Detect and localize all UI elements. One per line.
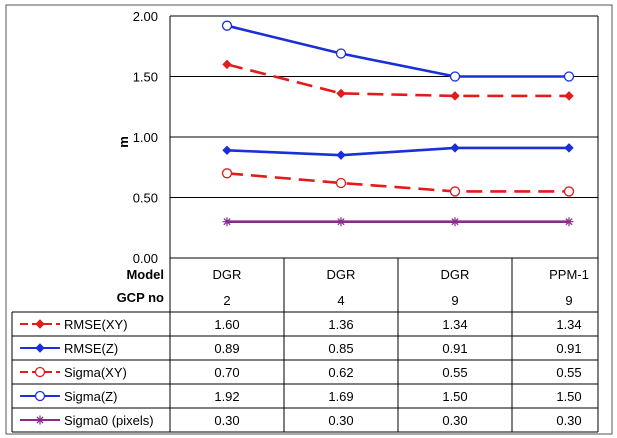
data-label: 0.30 xyxy=(328,413,353,428)
series-line xyxy=(226,63,569,98)
legend-key-marker xyxy=(35,415,45,425)
y-tick-label: 0.50 xyxy=(133,191,158,206)
data-label: 1.34 xyxy=(442,317,467,332)
data-point xyxy=(450,91,460,101)
data-point xyxy=(336,88,346,99)
y-tick-label: 1.50 xyxy=(133,70,158,85)
data-label: 0.55 xyxy=(556,365,581,380)
data-point xyxy=(449,186,461,197)
y-axis-label: m xyxy=(116,136,131,148)
data-point xyxy=(563,71,575,82)
legend-label: Sigma0 (pixels) xyxy=(64,413,154,428)
data-point xyxy=(564,143,574,153)
x-tick-label-model: DGR xyxy=(213,267,242,282)
data-label: 0.30 xyxy=(556,413,581,428)
legend-key-marker xyxy=(35,343,45,353)
data-label: 0.89 xyxy=(214,341,239,356)
x-tick-label-gcp: 4 xyxy=(337,293,344,308)
legend-key-marker xyxy=(34,366,46,378)
data-point xyxy=(221,20,233,31)
data-label: 1.69 xyxy=(328,389,353,404)
y-tick-label: 1.00 xyxy=(133,130,158,145)
data-point xyxy=(335,48,347,59)
data-label: 0.91 xyxy=(442,341,467,356)
data-label: 0.30 xyxy=(214,413,239,428)
x-tick-label-model: DGR xyxy=(441,267,470,282)
legend-label: Sigma(XY) xyxy=(64,365,127,380)
data-point xyxy=(564,91,574,101)
data-label: 1.60 xyxy=(214,317,239,332)
data-label: 0.62 xyxy=(328,365,353,380)
data-label: 1.92 xyxy=(214,389,239,404)
x-tick-label-model: PPM-1 xyxy=(549,267,589,282)
row-header-model: Model xyxy=(126,267,164,282)
data-point xyxy=(336,150,346,160)
series-line xyxy=(226,24,569,78)
data-point xyxy=(222,217,232,227)
x-tick-label-gcp: 2 xyxy=(223,293,230,308)
data-label: 1.50 xyxy=(556,389,581,404)
data-label: 0.30 xyxy=(442,413,467,428)
legend-label: Sigma(Z) xyxy=(64,389,117,404)
legend-key-marker xyxy=(34,390,46,402)
data-point xyxy=(221,168,233,179)
data-point xyxy=(563,186,575,197)
data-label: 0.70 xyxy=(214,365,239,380)
x-tick-label-gcp: 9 xyxy=(451,293,458,308)
row-header-gcp: GCP no xyxy=(117,290,164,305)
legend-label: RMSE(Z) xyxy=(64,341,118,356)
data-point xyxy=(222,145,232,156)
data-label: 0.55 xyxy=(442,365,467,380)
data-point xyxy=(449,71,461,82)
y-tick-label: 0.00 xyxy=(133,251,158,266)
y-tick-label: 2.00 xyxy=(133,9,158,24)
outer-frame xyxy=(5,4,613,435)
data-label: 1.34 xyxy=(556,317,581,332)
data-point xyxy=(450,217,460,227)
series-line xyxy=(226,146,569,157)
legend-key-marker xyxy=(35,319,45,329)
data-point xyxy=(450,143,460,153)
legend-label: RMSE(XY) xyxy=(64,317,128,332)
data-point xyxy=(222,59,232,70)
data-label: 1.36 xyxy=(328,317,353,332)
data-point xyxy=(335,177,347,189)
series-line xyxy=(226,172,569,193)
x-tick-label-model: DGR xyxy=(327,267,356,282)
data-point xyxy=(336,217,346,227)
x-tick-label-gcp: 9 xyxy=(565,293,572,308)
data-label: 0.91 xyxy=(556,341,581,356)
data-label: 1.50 xyxy=(442,389,467,404)
data-point xyxy=(564,217,574,227)
data-label: 0.85 xyxy=(328,341,353,356)
